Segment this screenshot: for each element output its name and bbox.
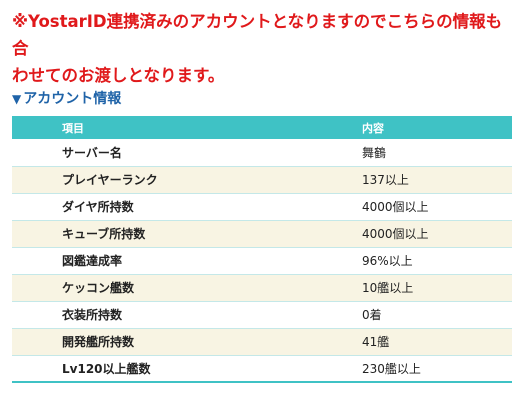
row-value-lv120-ships: 230艦以上 [362, 361, 421, 376]
row-value-diamonds: 4000個以上 [362, 200, 429, 214]
row-label-cubes: キューブ所持数 [62, 227, 146, 241]
row-value-skins: 0着 [362, 308, 382, 322]
row-value-research-ships: 41艦 [362, 335, 390, 349]
row-label-oath-ships: ケッコン艦数 [62, 281, 135, 295]
table-header-row: 項目 内容 [12, 116, 512, 139]
triangle-down-icon: ▼ [12, 92, 22, 106]
row-label-lv120-ships: Lv120以上艦数 [62, 361, 151, 376]
row-label-collection-rate: 図鑑達成率 [62, 254, 123, 268]
section-title: アカウント情報 [23, 91, 122, 107]
table-row: キューブ所持数 4000個以上 [12, 220, 512, 247]
table-row: 衣装所持数 0着 [12, 301, 512, 328]
row-value-collection-rate: 96%以上 [362, 254, 413, 268]
notice-line-2: わせてのお渡しとなります。 [12, 66, 225, 85]
header-content: 内容 [362, 121, 384, 135]
table-row: 図鑑達成率 96%以上 [12, 247, 512, 274]
header-item: 項目 [62, 121, 84, 135]
row-label-server: サーバー名 [62, 145, 122, 160]
table-row: Lv120以上艦数 230艦以上 [12, 355, 512, 382]
row-label-skins: 衣装所持数 [62, 308, 123, 322]
row-label-diamonds: ダイヤ所持数 [62, 200, 134, 214]
notice-line-1: ※YostarID連携済みのアカウントとなりますのでこちらの情報も合 [12, 12, 503, 58]
section-heading: ▼ アカウント情報 [12, 89, 121, 109]
row-value-oath-ships: 10艦以上 [362, 281, 414, 295]
table-row: プレイヤーランク 137以上 [12, 166, 512, 193]
account-info-table: 項目 内容 サーバー名 舞鶴 プレイヤーランク 137以上 ダイヤ所持数 400… [12, 116, 512, 383]
notice-text: ※YostarID連携済みのアカウントとなりますのでこちらの情報も合 わせてのお… [12, 8, 517, 89]
table-row: ダイヤ所持数 4000個以上 [12, 193, 512, 220]
row-value-server: 舞鶴 [362, 145, 387, 160]
row-label-research-ships: 開発艦所持数 [62, 335, 135, 349]
row-value-player-rank: 137以上 [362, 173, 409, 187]
row-value-cubes: 4000個以上 [362, 227, 429, 241]
table-row: 開発艦所持数 41艦 [12, 328, 512, 355]
table-row: サーバー名 舞鶴 [12, 139, 512, 166]
table-row: ケッコン艦数 10艦以上 [12, 274, 512, 301]
row-label-player-rank: プレイヤーランク [62, 173, 158, 187]
